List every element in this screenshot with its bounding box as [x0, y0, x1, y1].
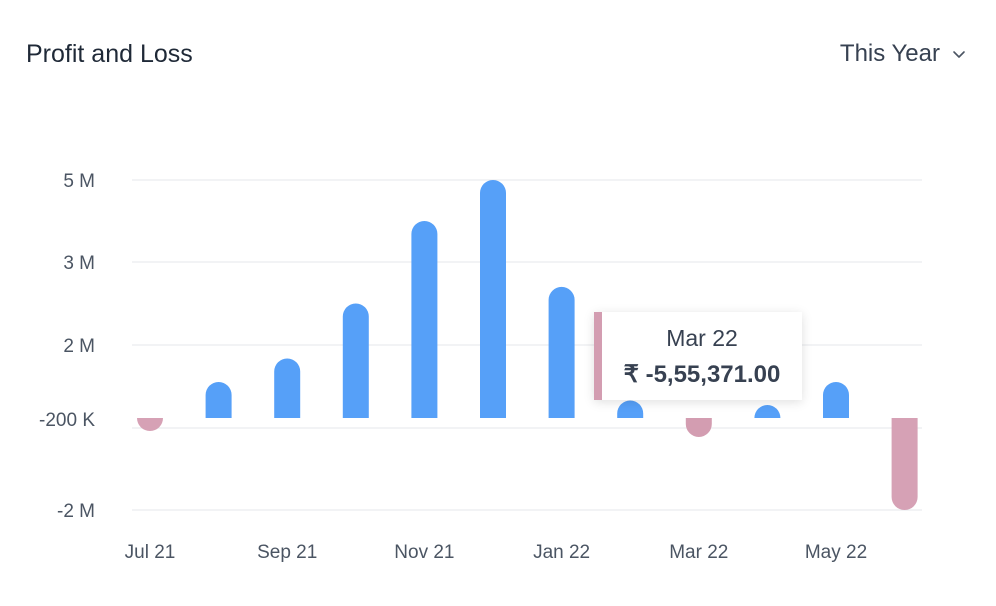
x-tick-label: May 22: [805, 542, 867, 563]
y-tick-label: 3 M: [63, 253, 95, 274]
y-tick-label: 5 M: [63, 171, 95, 192]
period-dropdown[interactable]: This Year: [840, 40, 966, 68]
bar-dec-21[interactable]: [480, 180, 506, 418]
period-label: This Year: [839, 40, 940, 67]
x-tick-label: Sep 21: [257, 542, 317, 563]
bar-jun-22[interactable]: [891, 418, 918, 510]
bar-sep-21[interactable]: [274, 358, 301, 418]
x-tick-label: Nov 21: [394, 542, 454, 563]
bar-may-22[interactable]: [823, 382, 849, 418]
chart-title: Profit and Loss: [26, 40, 193, 68]
chevron-down-icon: [953, 51, 965, 58]
y-tick-label: -2 M: [57, 501, 95, 522]
bar-feb-22[interactable]: [617, 400, 644, 419]
x-tick-label: Mar 22: [669, 542, 728, 563]
bar-jan-22[interactable]: [548, 286, 575, 418]
x-tick-label: Jul 21: [125, 542, 176, 563]
x-tick-label: Jan 22: [533, 542, 590, 563]
bar-mar-22[interactable]: [685, 418, 712, 437]
bar-nov-21[interactable]: [411, 221, 438, 418]
y-tick-label: -200 K: [39, 410, 95, 431]
chart-tooltip: Mar 22 ₹ -5,55,371.00: [594, 312, 802, 400]
tooltip-value: ₹ -5,55,371.00: [623, 361, 781, 388]
y-tick-label: 2 M: [63, 336, 95, 357]
bar-aug-21[interactable]: [205, 382, 232, 418]
tooltip-label: Mar 22: [666, 325, 738, 351]
bar-apr-22[interactable]: [754, 405, 781, 418]
bar-oct-21[interactable]: [342, 303, 369, 418]
bar-jul-21[interactable]: [137, 418, 163, 431]
